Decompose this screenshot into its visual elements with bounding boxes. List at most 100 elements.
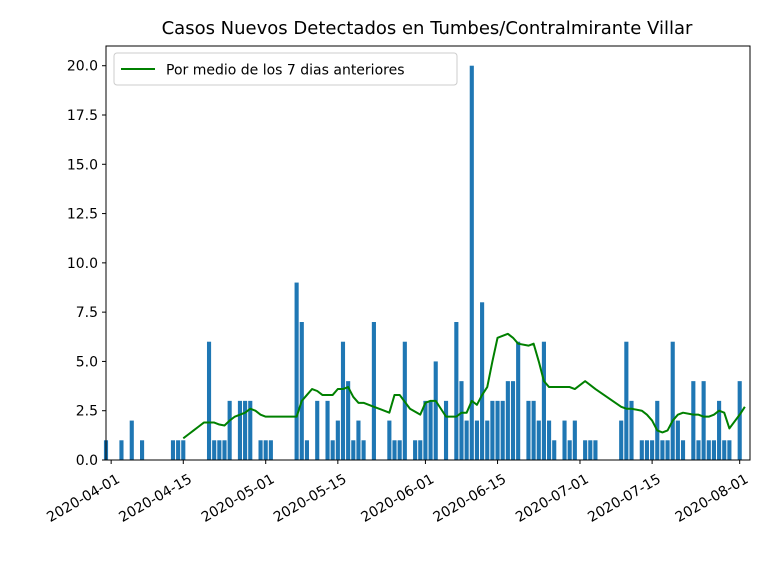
bar xyxy=(485,420,490,460)
bar xyxy=(495,400,500,460)
bar xyxy=(181,440,186,460)
y-tick-label: 0.0 xyxy=(76,453,98,469)
bar xyxy=(454,322,459,460)
y-tick-label: 2.5 xyxy=(76,404,98,420)
bar xyxy=(670,341,675,460)
bar xyxy=(510,381,516,460)
bar xyxy=(423,400,428,460)
bar xyxy=(222,440,227,460)
x-tick-label: 2020-08-01 xyxy=(673,471,751,526)
bar xyxy=(490,400,495,460)
y-tick-label: 12.5 xyxy=(67,207,98,223)
bar xyxy=(443,400,449,460)
legend-label: Por medio de los 7 dias anteriores xyxy=(166,63,405,79)
bar xyxy=(119,440,124,460)
y-tick-label: 20.0 xyxy=(67,59,98,75)
bar xyxy=(469,65,474,461)
bar xyxy=(474,420,479,460)
bar xyxy=(480,302,485,460)
bar xyxy=(176,440,181,460)
bar xyxy=(356,420,361,460)
bar xyxy=(371,322,376,460)
bar xyxy=(258,440,263,460)
bar xyxy=(593,440,598,460)
bars-layer xyxy=(103,65,742,461)
bar xyxy=(696,440,701,460)
bar xyxy=(552,440,557,460)
x-tick-label: 2020-04-15 xyxy=(116,471,194,526)
bar xyxy=(268,440,273,460)
bar xyxy=(526,400,531,460)
bar xyxy=(206,341,212,460)
bar xyxy=(717,400,722,460)
bar xyxy=(294,282,299,460)
x-tick-label: 2020-06-15 xyxy=(431,471,509,526)
bar xyxy=(351,440,356,460)
bar xyxy=(711,440,716,460)
bar xyxy=(315,400,320,460)
bar xyxy=(665,440,670,460)
bar xyxy=(237,400,243,460)
bar xyxy=(392,440,397,460)
bar xyxy=(680,440,686,460)
bar xyxy=(243,400,248,460)
bar xyxy=(335,420,340,460)
line-layer xyxy=(182,332,746,440)
bar xyxy=(629,400,634,460)
bar xyxy=(129,420,134,460)
bar xyxy=(361,440,366,460)
bar xyxy=(248,400,253,460)
x-tick-label: 2020-07-01 xyxy=(513,471,591,526)
bar xyxy=(737,381,742,460)
bar xyxy=(433,361,438,460)
legend: Por medio de los 7 dias anteriores xyxy=(113,52,458,86)
bar xyxy=(428,400,433,460)
bar xyxy=(212,440,217,460)
series-line xyxy=(182,332,746,440)
bar xyxy=(387,420,392,460)
plot-frame xyxy=(105,45,751,461)
bar xyxy=(547,420,552,460)
bar xyxy=(330,440,335,460)
bar xyxy=(691,381,696,460)
bar xyxy=(325,400,330,460)
bar xyxy=(346,381,351,460)
bar xyxy=(263,440,268,460)
bar xyxy=(413,440,418,460)
x-tick-label: 2020-06-01 xyxy=(359,471,437,526)
bar xyxy=(459,381,464,460)
bar xyxy=(639,440,644,460)
bar xyxy=(624,341,629,460)
y-tick-label: 5.0 xyxy=(76,354,98,370)
bar xyxy=(727,440,732,460)
bar xyxy=(170,440,176,460)
bar xyxy=(516,341,521,460)
y-tick-label: 17.5 xyxy=(67,108,98,124)
x-tick-label: 2020-05-15 xyxy=(271,471,349,526)
bar xyxy=(660,440,665,460)
bar xyxy=(304,440,309,460)
chart-title: Casos Nuevos Detectados en Tumbes/Contra… xyxy=(162,18,693,39)
bar xyxy=(505,381,510,460)
bar xyxy=(418,440,423,460)
bar xyxy=(500,400,505,460)
x-tick-label: 2020-07-15 xyxy=(585,471,663,526)
bar xyxy=(619,420,624,460)
bar xyxy=(217,440,222,460)
bar xyxy=(650,440,655,460)
x-tick-label: 2020-05-01 xyxy=(199,471,277,526)
bar xyxy=(701,381,706,460)
y-tick-label: 15.0 xyxy=(67,157,98,173)
bar xyxy=(583,440,588,460)
bar xyxy=(227,400,232,460)
bar xyxy=(706,440,711,460)
bar xyxy=(572,420,577,460)
bar xyxy=(340,341,346,460)
bar xyxy=(140,440,145,460)
bar xyxy=(567,440,572,460)
bar xyxy=(541,341,546,460)
bar xyxy=(722,440,727,460)
bar xyxy=(536,420,541,460)
bar xyxy=(644,440,650,460)
